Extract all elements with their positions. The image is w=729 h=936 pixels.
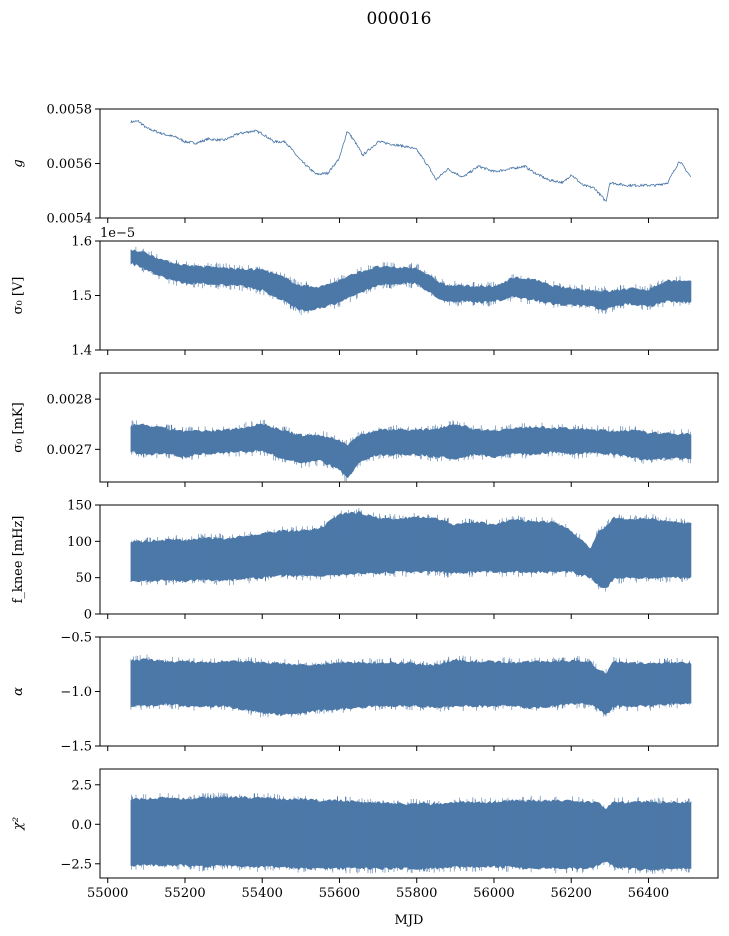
subplot-2: 1.4 1.5 1.6 σ₀ [V] 1e−5 xyxy=(11,226,719,359)
y-tick-label: −1.5 xyxy=(60,740,92,755)
y-tick-label: 1.6 xyxy=(71,235,92,250)
subplot-5: −1.5 −1.0 −0.5 α xyxy=(11,631,719,755)
x-tick-label: 55200 xyxy=(164,886,205,901)
y-tick-label: 150 xyxy=(67,499,92,514)
y-tick-label: 0.0058 xyxy=(47,103,93,118)
x-tick-label: 56400 xyxy=(628,886,669,901)
y-tick-label: 0.0 xyxy=(71,818,92,833)
y-axis-label: g xyxy=(11,159,26,167)
x-tick-label: 55800 xyxy=(396,886,437,901)
y-tick-label: −1.0 xyxy=(60,685,92,700)
y-axis-label: f_knee [mHz] xyxy=(11,516,26,604)
y-axis-label: σ₀ [mK] xyxy=(11,402,26,452)
x-tick-label: 55600 xyxy=(319,886,360,901)
series-line xyxy=(130,120,692,202)
y-tick-label: 0.0054 xyxy=(47,212,93,227)
y-tick-label: 100 xyxy=(67,535,92,550)
series-band xyxy=(130,511,692,589)
y-axis-label: α xyxy=(11,687,26,696)
x-axis-label: MJD xyxy=(395,913,424,928)
axes-frame xyxy=(99,108,719,219)
y-tick-label: 1.4 xyxy=(71,344,92,359)
subplot-4: 0 50 100 150 f_knee [mHz] xyxy=(11,499,719,623)
series-spikes xyxy=(130,654,690,718)
y-tick-label: 0.0056 xyxy=(47,157,93,172)
axes-frame xyxy=(99,768,719,879)
figure-title: 000016 xyxy=(367,9,432,29)
y-tick-label: 2.5 xyxy=(71,778,92,793)
series-band xyxy=(130,658,692,717)
x-tick-label: 56000 xyxy=(473,886,514,901)
y-tick-label: 0 xyxy=(84,608,92,623)
y-axis-label: χ² xyxy=(11,817,26,831)
y-tick-label: 0.0027 xyxy=(47,443,93,458)
series-band xyxy=(130,423,692,479)
subplot-6: −2.5 0.0 2.5 55000 55200 55400 55600 55800 56000… xyxy=(11,768,719,901)
y-tick-label: 50 xyxy=(75,571,92,586)
y-axis-label: σ₀ [V] xyxy=(11,277,26,315)
subplot-1: 0.0054 0.0056 0.0058 g xyxy=(11,103,719,227)
y-tick-label: −2.5 xyxy=(60,857,92,872)
axes-frame xyxy=(99,504,719,615)
x-tick-label: 55000 xyxy=(87,886,128,901)
y-tick-label: 1.5 xyxy=(71,289,92,304)
axes-frame xyxy=(99,372,719,483)
y-tick-label: 0.0028 xyxy=(47,393,93,408)
series-spikes xyxy=(131,420,691,482)
series-spikes xyxy=(131,792,690,874)
offset-text: 1e−5 xyxy=(100,226,135,241)
series-spikes xyxy=(131,508,688,592)
y-tick-label: −0.5 xyxy=(60,631,92,646)
x-tick-label: 55400 xyxy=(242,886,283,901)
subplot-3: 0.0027 0.0028 σ₀ [mK] xyxy=(11,372,719,487)
x-tick-label: 56200 xyxy=(551,886,592,901)
series-spikes xyxy=(135,246,690,315)
